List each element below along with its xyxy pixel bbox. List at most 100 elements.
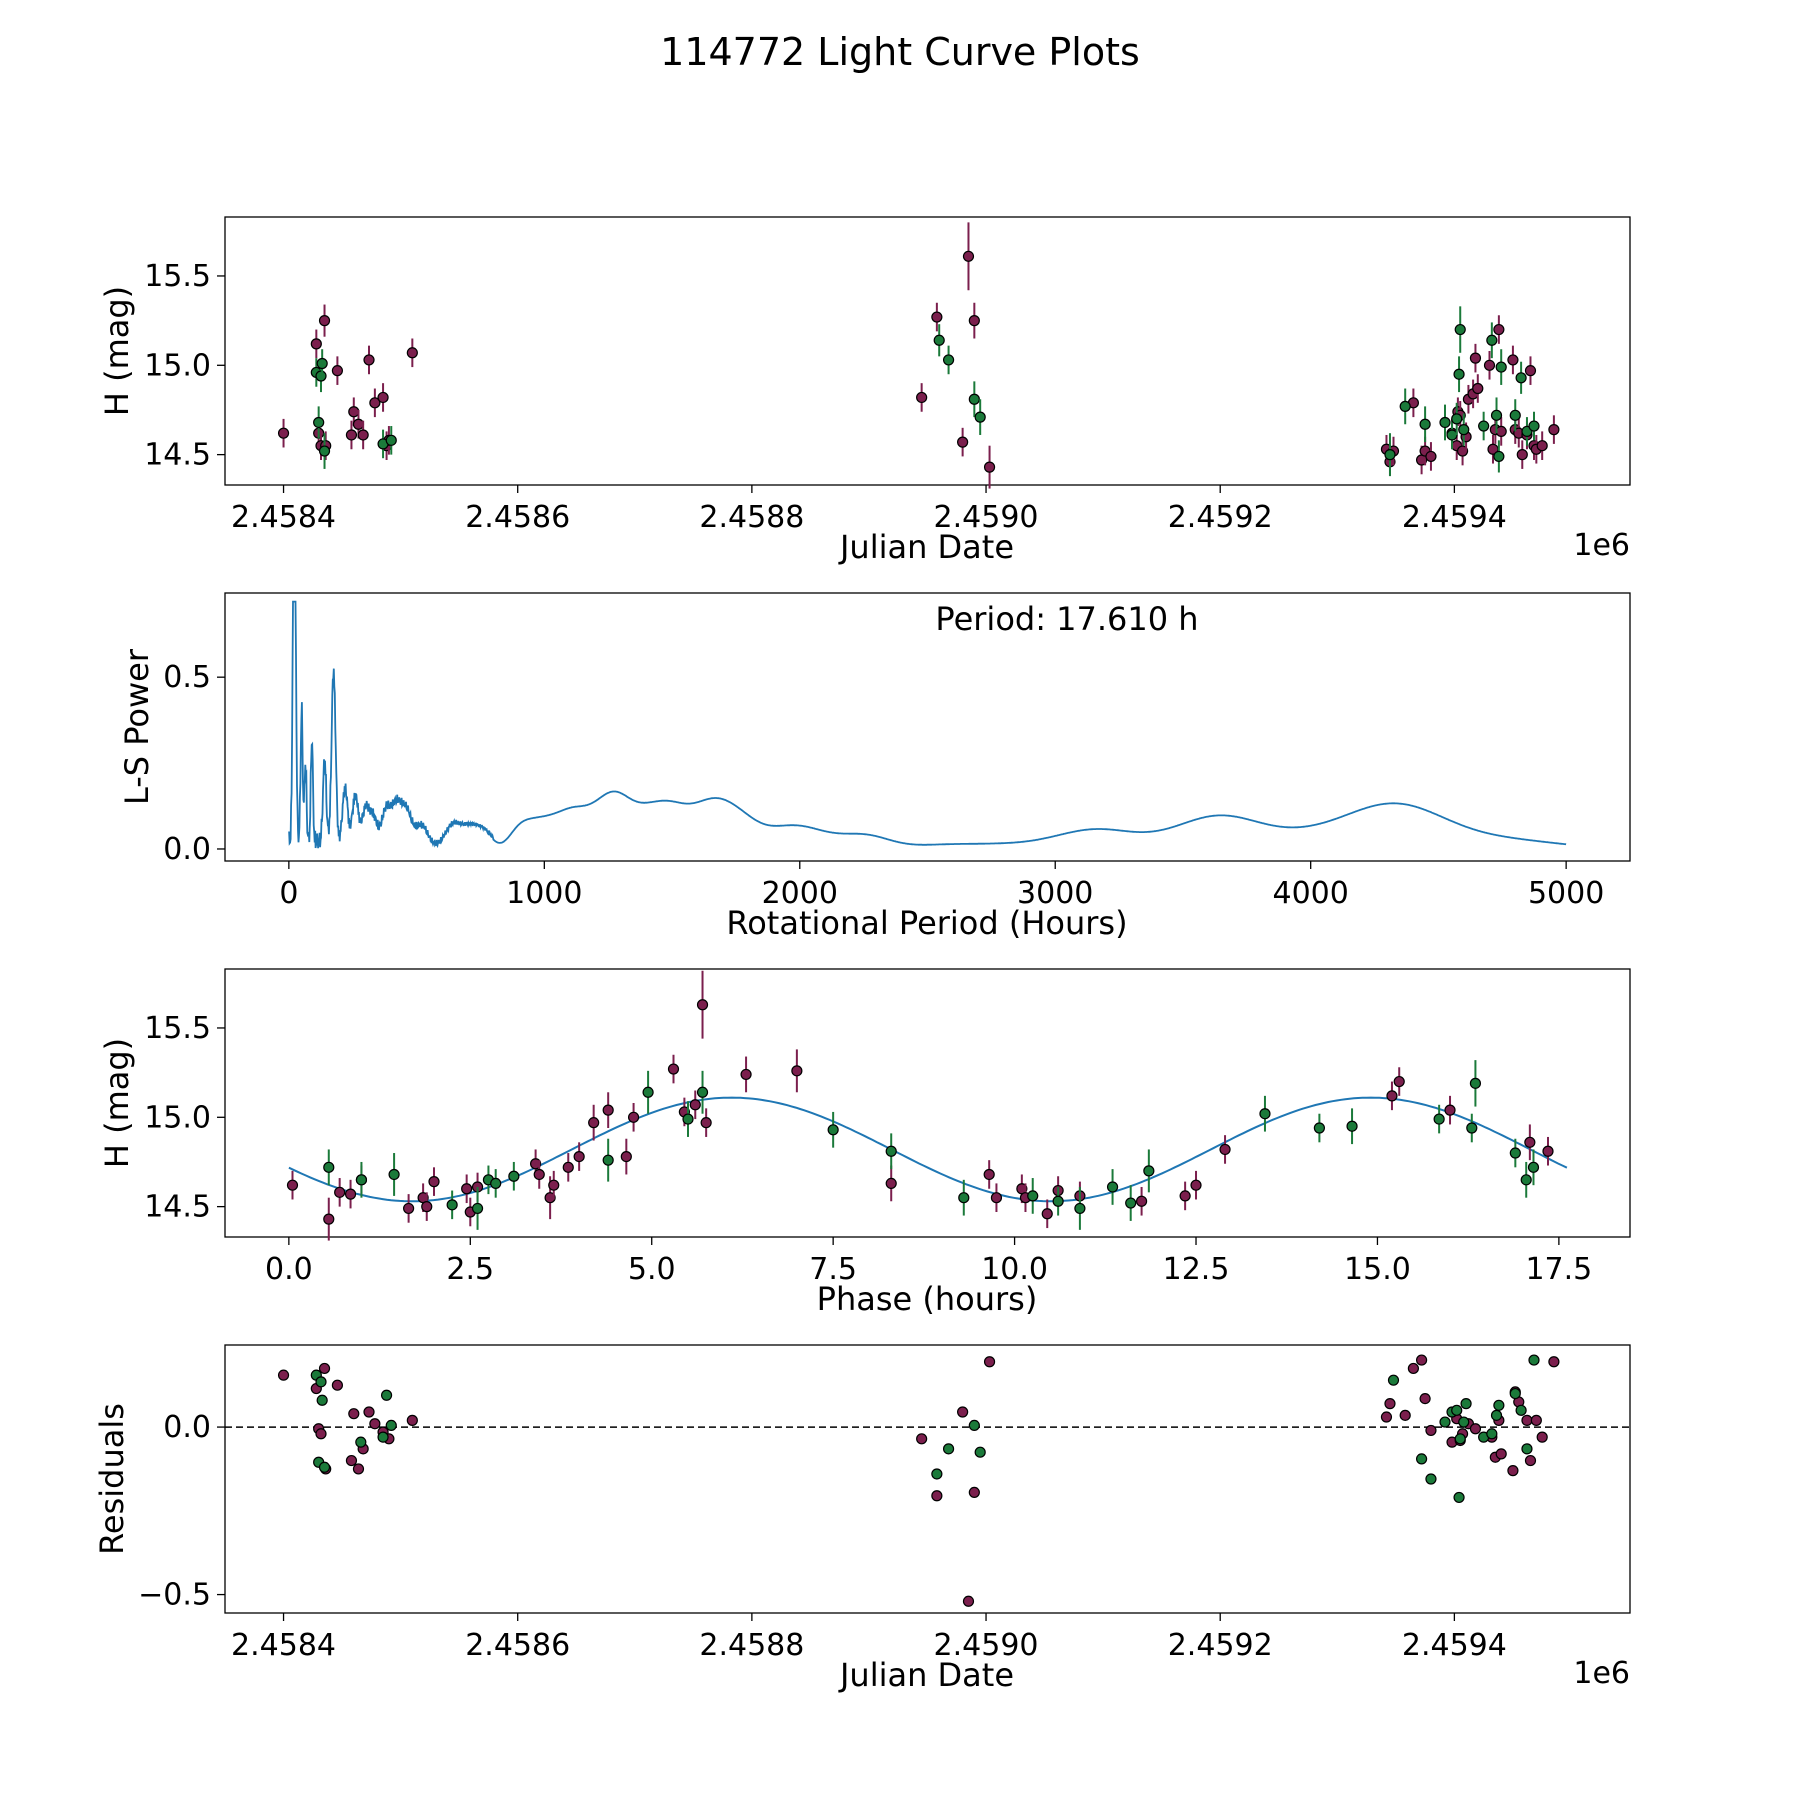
periodogram-frame [224, 592, 1631, 862]
data-point [1425, 450, 1437, 463]
data-point [942, 354, 955, 366]
data-point [355, 1436, 367, 1448]
data-point [827, 1124, 839, 1136]
data-point [1520, 1174, 1532, 1186]
data-point [958, 1192, 970, 1204]
x-tick-label: 4000 [1273, 876, 1349, 911]
data-point [1259, 1108, 1271, 1120]
data-point [446, 1199, 458, 1211]
data-point [983, 1168, 995, 1181]
fit-curve [288, 1096, 1568, 1203]
data-point [968, 315, 980, 327]
data-point [1548, 1356, 1560, 1368]
data-point [348, 1408, 360, 1420]
x-tick-label: 3000 [1017, 876, 1093, 911]
data-point [310, 338, 322, 350]
data-point [1451, 413, 1463, 425]
data-point [318, 315, 331, 327]
data-point [377, 391, 389, 404]
data-point [983, 461, 996, 473]
data-point [1384, 449, 1396, 461]
data-point [544, 1192, 556, 1204]
panel-lightcurve: 2.4584 2.4586 2.4588 2.4590 2.4592 2.4594 14.5… [98, 216, 1631, 566]
data-point [1399, 400, 1411, 412]
data-point [1143, 1165, 1155, 1177]
data-point [1507, 1465, 1519, 1477]
data-point [1446, 429, 1458, 441]
data-point [1190, 1179, 1202, 1191]
data-point [931, 1490, 943, 1502]
data-point [348, 406, 360, 418]
data-point [791, 1065, 803, 1077]
period-annotation: Period: 17.610 h [935, 600, 1198, 638]
data-point [1313, 1122, 1325, 1134]
y-tick-label: 0.5 [163, 660, 211, 695]
y-tick-label: −0.5 [138, 1578, 211, 1613]
data-point [316, 357, 328, 370]
x-tick-label: 2.4590 [934, 1628, 1039, 1663]
data-point [286, 1179, 299, 1191]
data-point [562, 1161, 574, 1173]
data-point [983, 1356, 996, 1368]
data-point [363, 354, 375, 366]
x-tick-label: 12.5 [1163, 1252, 1230, 1287]
x-tick-label: 5000 [1528, 876, 1604, 911]
data-point [1444, 1104, 1456, 1116]
data-point [508, 1170, 520, 1182]
data-point [957, 436, 969, 448]
data-point [352, 1463, 365, 1475]
data-point [385, 434, 397, 446]
data-point [1380, 1411, 1393, 1423]
data-point [1074, 1202, 1086, 1215]
data-point [602, 1104, 614, 1116]
data-point [1439, 1416, 1451, 1428]
data-point [318, 445, 331, 457]
data-point [344, 1188, 357, 1200]
data-point [962, 250, 975, 262]
y-tick-label: 0.0 [163, 832, 211, 867]
data-point [1386, 1090, 1398, 1102]
data-point [318, 1362, 331, 1375]
data-point [1407, 1362, 1419, 1375]
data-point [315, 1428, 327, 1440]
data-point [1493, 1399, 1505, 1411]
data-point [1458, 424, 1470, 436]
data-point [403, 1202, 415, 1215]
data-point [369, 1418, 381, 1430]
data-point [1521, 1414, 1533, 1426]
x-tick-label: 15.0 [1344, 1252, 1411, 1287]
phased-xlabel: Phase (hours) [817, 1280, 1038, 1318]
data-point [530, 1158, 542, 1170]
periodogram-ylabel: L-S Power [118, 648, 156, 805]
residuals-ylabel: Residuals [93, 1403, 131, 1555]
data-point [1415, 1453, 1428, 1465]
data-point [355, 1174, 368, 1186]
data-point [1433, 1113, 1445, 1125]
panel-periodogram: 0 1000 2000 3000 4000 5000 0.0 0.5 Period: 17.6… [118, 592, 1631, 942]
data-point [620, 1150, 632, 1163]
data-point [1483, 359, 1496, 371]
data-point [1493, 323, 1505, 336]
data-point [1125, 1197, 1137, 1209]
data-point [942, 1443, 955, 1455]
data-point [369, 397, 381, 409]
data-point [1486, 1428, 1498, 1440]
data-point [1528, 1354, 1540, 1366]
data-point [316, 1394, 328, 1406]
panel-phased: 0.0 2.5 5.0 7.5 10.0 12.5 15.0 17.5 14.5 15.0 15.5… [98, 968, 1631, 1318]
data-point [916, 391, 928, 404]
data-point [1528, 420, 1540, 432]
data-point [1542, 1145, 1554, 1157]
data-point [1515, 372, 1527, 384]
data-point [696, 999, 709, 1011]
x-tick-label: 1000 [506, 876, 582, 911]
data-point [1524, 1454, 1537, 1467]
x-tick-label: 2.4586 [465, 1628, 570, 1663]
data-point [1106, 1181, 1119, 1193]
x-tick-label: 2000 [762, 876, 838, 911]
data-point [421, 1201, 433, 1213]
data-point [548, 1179, 560, 1191]
data-point [1399, 1409, 1411, 1421]
data-point [1516, 449, 1528, 461]
data-point [916, 1433, 928, 1445]
